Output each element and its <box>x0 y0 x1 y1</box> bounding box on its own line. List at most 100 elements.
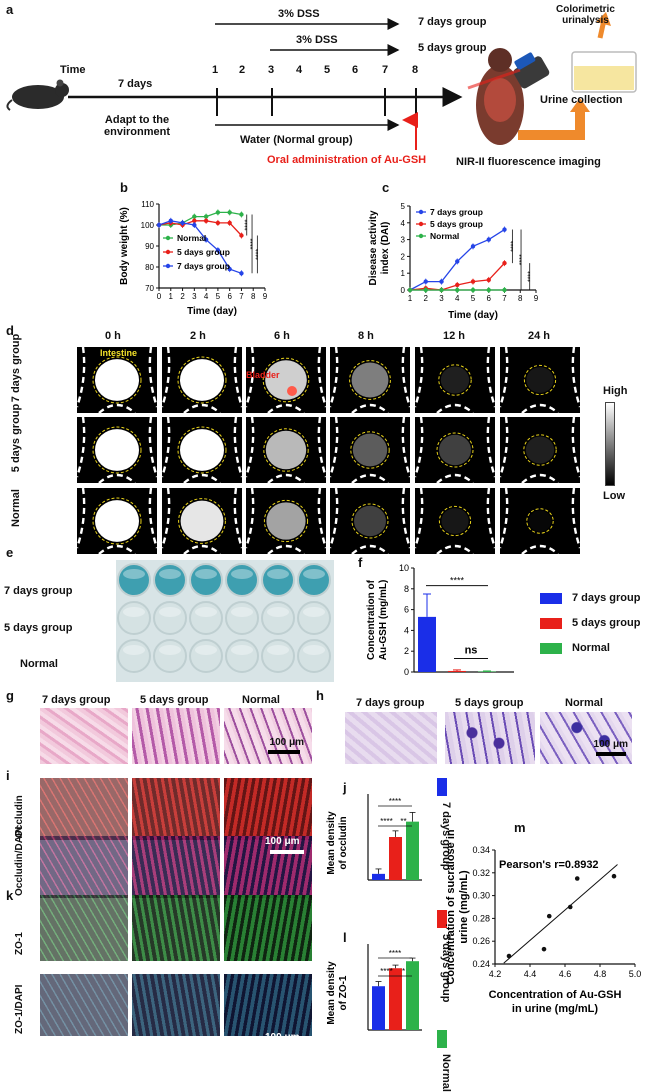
fluorescence-image <box>415 347 495 413</box>
body-outline-bottom <box>98 403 136 413</box>
ifl-row-label: ZO-1 <box>14 932 25 955</box>
he-image-5days <box>132 708 220 764</box>
y-tick-label: 90 <box>145 242 154 251</box>
data-point <box>455 282 460 288</box>
y-axis-title-2: urine (mg/mL) <box>458 870 470 944</box>
plate-well <box>153 639 187 673</box>
fluorescence-image-drawing <box>500 417 580 483</box>
scale-label-k: 100 μm <box>265 1032 300 1043</box>
x-tick-label: 4 <box>455 294 460 303</box>
row-label: 7 days group <box>10 333 22 403</box>
y-tick-label: 1 <box>401 269 406 278</box>
x-tick-label: 4 <box>204 292 209 301</box>
y-tick-label: 10 <box>399 563 409 573</box>
nir-label: NIR-II fluorescence imaging <box>456 156 601 168</box>
body-outline-left <box>162 488 171 549</box>
roi-circle <box>92 356 142 404</box>
roi-circle <box>349 360 391 400</box>
plate-well <box>189 601 223 635</box>
body-outline-left <box>330 417 339 478</box>
data-point <box>192 222 197 228</box>
body-outline-bottom <box>267 544 305 554</box>
time-header: 2 h <box>190 330 206 342</box>
panel-label-e: e <box>6 545 14 560</box>
significance-label: * <box>402 967 405 976</box>
y-tick-label: 4 <box>404 625 409 635</box>
body-outline-left <box>77 488 86 549</box>
well-highlight <box>123 607 145 617</box>
adapt-label: Adapt to the environment <box>104 114 171 138</box>
x-tick-label: 3 <box>439 294 444 303</box>
well-highlight <box>303 569 325 579</box>
body-outline-right <box>571 347 580 408</box>
row-label: Normal <box>10 489 22 527</box>
body-outline-bottom <box>183 544 221 554</box>
body-outline-left <box>500 347 509 408</box>
body-outline-left <box>500 417 509 478</box>
y-tick-label: 0 <box>401 286 406 295</box>
data-point <box>486 287 491 293</box>
well-highlight <box>267 569 289 579</box>
data-point <box>227 210 232 215</box>
well-highlight <box>159 645 181 655</box>
data-point <box>502 287 507 293</box>
data-point <box>192 218 197 223</box>
y-tick-label: 6 <box>404 605 409 615</box>
well-highlight <box>123 645 145 655</box>
plate-well <box>225 639 259 673</box>
fluorescence-image <box>77 347 157 413</box>
fluorescence-image-drawing <box>330 347 410 413</box>
body-outline-right <box>317 488 326 549</box>
well-plate-photo <box>116 560 334 682</box>
fluorescence-image <box>77 488 157 554</box>
g-col-5: 5 days group <box>140 694 209 706</box>
legend-marker <box>418 209 424 215</box>
fluorescence-signal <box>525 436 555 464</box>
y-tick-label: 0.30 <box>472 891 490 901</box>
oral-label: Oral administration of Au-GSH <box>267 154 427 166</box>
body-outline-left <box>415 347 424 408</box>
mouse-icon <box>6 79 69 111</box>
y-tick-label: 2 <box>401 252 406 261</box>
plate-well <box>117 601 151 635</box>
data-point <box>180 220 185 226</box>
data-point <box>168 218 173 223</box>
group7-label: 7 days group <box>418 16 487 28</box>
roi-circle <box>438 364 472 396</box>
body-outline-bottom <box>351 544 389 554</box>
body-outline-right <box>401 417 410 478</box>
legend-label: 5 days group <box>430 219 483 229</box>
roi-circle <box>92 497 142 545</box>
y-tick-label: 80 <box>145 263 154 272</box>
regression-line <box>503 864 618 964</box>
roi-circle <box>177 356 227 404</box>
fluorescence-image <box>162 488 242 554</box>
timeline-ticks <box>216 88 417 116</box>
annotation: Pearson's r=0.8932 <box>499 859 599 871</box>
body-outline-right <box>486 347 495 408</box>
well-highlight <box>195 569 217 579</box>
plate-well <box>117 639 151 673</box>
panel-label-b: b <box>120 180 128 195</box>
body-outline-bottom <box>521 403 559 413</box>
ifl-image <box>224 778 312 840</box>
plate-row-label-7: 7 days group <box>4 585 73 597</box>
significance-label: ns <box>465 644 478 656</box>
plate-well <box>225 563 259 597</box>
legend-marker <box>165 235 171 241</box>
data-point <box>192 214 197 219</box>
data-point <box>470 287 476 293</box>
legend-swatch <box>540 643 562 654</box>
body-outline-bottom <box>98 544 136 554</box>
data-point <box>546 913 552 919</box>
fluorescence-image-drawing <box>500 347 580 413</box>
body-outline-right <box>233 347 242 408</box>
fluorescence-signal <box>351 362 389 398</box>
fluorescence-image <box>330 417 410 483</box>
fluorescence-image <box>246 347 326 413</box>
plate-well <box>261 639 295 673</box>
pas-image-5days <box>445 712 535 764</box>
fluorescence-image <box>162 417 242 483</box>
plate-well <box>297 639 331 673</box>
significance-label: **** <box>250 238 257 249</box>
